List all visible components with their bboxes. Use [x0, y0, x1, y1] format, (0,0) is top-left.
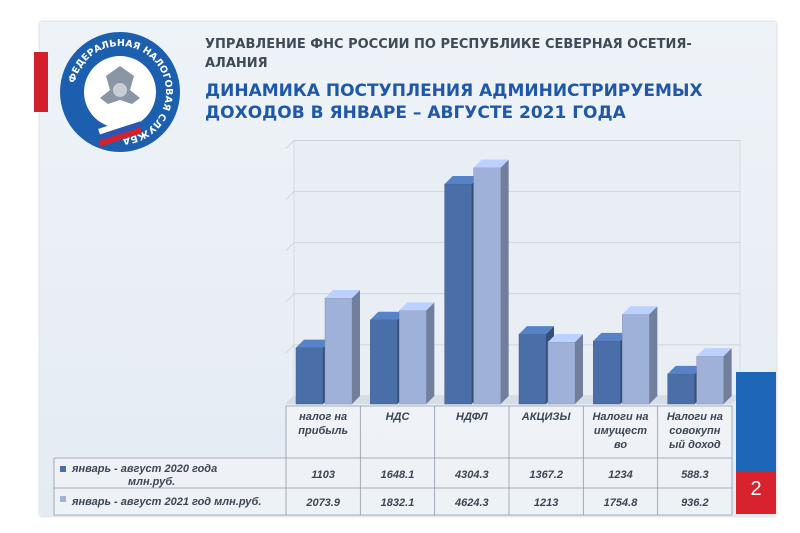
gridline: [285, 242, 295, 251]
right-blue-strip: [736, 372, 776, 472]
category-label: АКЦИЗЫ: [521, 411, 572, 423]
data-value-label: 1367.2: [529, 469, 563, 481]
bar-2021-3: [547, 334, 583, 405]
bar-2021-4: [622, 306, 658, 405]
category-label: НДС: [386, 411, 411, 423]
legend-entry-1: январь - август 2020 года млн.руб.: [71, 463, 217, 488]
data-value-label: 1832.1: [381, 497, 415, 509]
fns-emblem-logo: ФЕДЕРАЛЬНАЯ НАЛОГОВАЯ СЛУЖБА: [60, 32, 180, 152]
gridline: [285, 293, 295, 303]
bar-2021-1: [399, 302, 435, 405]
category-label: налог на прибыль: [298, 411, 348, 437]
category-label: НДФЛ: [456, 411, 488, 423]
data-value-label: 1648.1: [381, 469, 415, 481]
data-value-label: 4304.3: [454, 469, 489, 481]
page-number: 2: [750, 478, 762, 500]
bar-2021-5: [696, 348, 732, 405]
data-value-label: 1234: [608, 469, 632, 481]
category-label: Налоги на совокупн ый доход: [667, 411, 723, 451]
data-value-label: 1754.8: [604, 497, 639, 509]
plot-back-wall: [293, 140, 741, 397]
legend-table-bg: [54, 458, 286, 515]
category-label: Налоги на имущест во: [592, 411, 648, 451]
data-value-label: 1213: [534, 497, 558, 509]
header-org: УПРАВЛЕНИЕ ФНС РОССИИ ПО РЕСПУБЛИКЕ СЕВЕ…: [205, 37, 692, 71]
legend-entry-2: январь - август 2021 год млн.руб.: [71, 496, 261, 508]
red-accent-strip: [34, 52, 48, 112]
data-value-label: 588.3: [681, 469, 709, 481]
gridline: [285, 344, 295, 354]
data-value-label: 2073.9: [305, 497, 341, 509]
legend-swatch-2: [60, 496, 66, 502]
data-value-label: 1103: [311, 469, 335, 481]
right-red-strip: [736, 472, 776, 514]
bar-2021-2: [473, 159, 509, 405]
data-value-label: 936.2: [681, 497, 709, 509]
gridline: [285, 191, 295, 200]
legend-swatch-1: [60, 466, 66, 472]
bar-2021-0: [324, 289, 360, 405]
gridline: [285, 140, 295, 149]
chart-title: ДИНАМИКА ПОСТУПЛЕНИЯ АДМИНИСТРИРУЕМЫХ ДО…: [205, 81, 703, 123]
data-value-label: 4624.3: [454, 497, 489, 509]
